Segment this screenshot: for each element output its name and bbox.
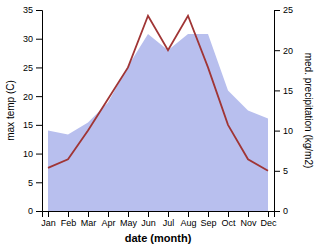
tick-mark <box>274 131 280 132</box>
tick-mark <box>268 211 269 217</box>
tick: 10 <box>23 149 42 159</box>
tick-label: 25 <box>283 5 293 15</box>
tick: Oct <box>221 211 236 228</box>
tick: 0 <box>28 206 42 216</box>
tick-mark <box>248 211 249 217</box>
tick-label: Sep <box>200 218 216 228</box>
tick-label: 0 <box>28 206 33 216</box>
tick-label: 5 <box>28 178 33 188</box>
tick-label: 25 <box>23 63 33 73</box>
tick-mark <box>188 211 189 217</box>
tick: 25 <box>23 63 42 73</box>
tick-mark <box>36 39 42 40</box>
tick: 20 <box>274 46 293 56</box>
tick-label: Jun <box>141 218 156 228</box>
tick: 0 <box>274 206 288 216</box>
axis-line <box>36 11 43 212</box>
chart: Jan Feb Mar Apr MayJun Jul Aug Sep Oct NovDec 0 5 10… <box>0 0 318 247</box>
y2-axis-title: med. precipitation (kg/m2) <box>303 53 314 169</box>
tick-label: Jul <box>163 218 175 228</box>
tick: May <box>120 211 138 228</box>
y-axis: 0 5 10 15 20 25 30 35 <box>23 5 43 216</box>
tick: 5 <box>28 178 42 188</box>
tick-label: 5 <box>283 166 288 176</box>
tick-mark <box>36 211 42 212</box>
tick-mark <box>36 125 42 126</box>
tick: Apr <box>101 211 115 228</box>
tick-label: 10 <box>23 149 33 159</box>
tick-mark <box>36 67 42 68</box>
axis-line <box>275 11 281 212</box>
tick: 5 <box>274 166 288 176</box>
tick-mark <box>128 211 129 217</box>
tick-label: May <box>120 218 138 228</box>
x-axis-title: date (month) <box>125 232 192 244</box>
tick-label: 35 <box>23 5 33 15</box>
tick-mark <box>274 90 280 91</box>
tick: 10 <box>274 126 293 136</box>
tick-mark <box>36 154 42 155</box>
tick: Nov <box>240 211 257 228</box>
tick-mark <box>274 10 280 11</box>
tick-label: Aug <box>180 218 196 228</box>
tick: 30 <box>23 34 42 44</box>
tick: Dec <box>260 211 277 228</box>
tick-label: Nov <box>240 218 257 228</box>
tick-label: 0 <box>283 206 288 216</box>
y-axis-title: max temp (C) <box>5 80 16 141</box>
tick: Jun <box>141 211 156 228</box>
tick: Sep <box>200 211 216 228</box>
tick-mark <box>274 171 280 172</box>
tick-label: Mar <box>81 218 97 228</box>
tick-label: Apr <box>101 218 115 228</box>
tick-label: 15 <box>283 86 293 96</box>
tick-mark <box>228 211 229 217</box>
tick: Feb <box>61 211 77 228</box>
tick: Jan <box>41 211 56 228</box>
tick-label: Dec <box>260 218 277 228</box>
tick-mark <box>68 211 69 217</box>
tick-mark <box>36 10 42 11</box>
tick: Aug <box>180 211 196 228</box>
tick-label: Jan <box>41 218 56 228</box>
tick-label: 20 <box>23 92 33 102</box>
line <box>48 16 268 171</box>
tick-label: Feb <box>61 218 77 228</box>
tick: 15 <box>23 120 42 130</box>
tick: 20 <box>23 92 42 102</box>
tick-label: Oct <box>221 218 236 228</box>
tick-mark <box>148 211 149 217</box>
tick-label: 15 <box>23 120 33 130</box>
tick-label: 20 <box>283 46 293 56</box>
tick-mark <box>36 182 42 183</box>
axis-line <box>43 212 275 218</box>
tick-mark <box>36 96 42 97</box>
tick: Mar <box>81 211 97 228</box>
tick-mark <box>108 211 109 217</box>
tick-mark <box>88 211 89 217</box>
tick-mark <box>48 211 49 217</box>
tick-label: 30 <box>23 34 33 44</box>
plot-area <box>48 16 268 211</box>
tick-mark <box>168 211 169 217</box>
y2-axis: 0 5 10 15 20 25 <box>274 5 293 216</box>
tick-mark <box>208 211 209 217</box>
tick: 25 <box>274 5 293 15</box>
tick: Jul <box>163 211 175 228</box>
tick: 35 <box>23 5 42 15</box>
tick-mark <box>274 50 280 51</box>
tick-mark <box>274 211 280 212</box>
area <box>48 34 268 211</box>
x-axis: Jan Feb Mar Apr MayJun Jul Aug Sep Oct NovDec <box>41 211 277 228</box>
tick: 15 <box>274 86 293 96</box>
tick-label: 10 <box>283 126 293 136</box>
